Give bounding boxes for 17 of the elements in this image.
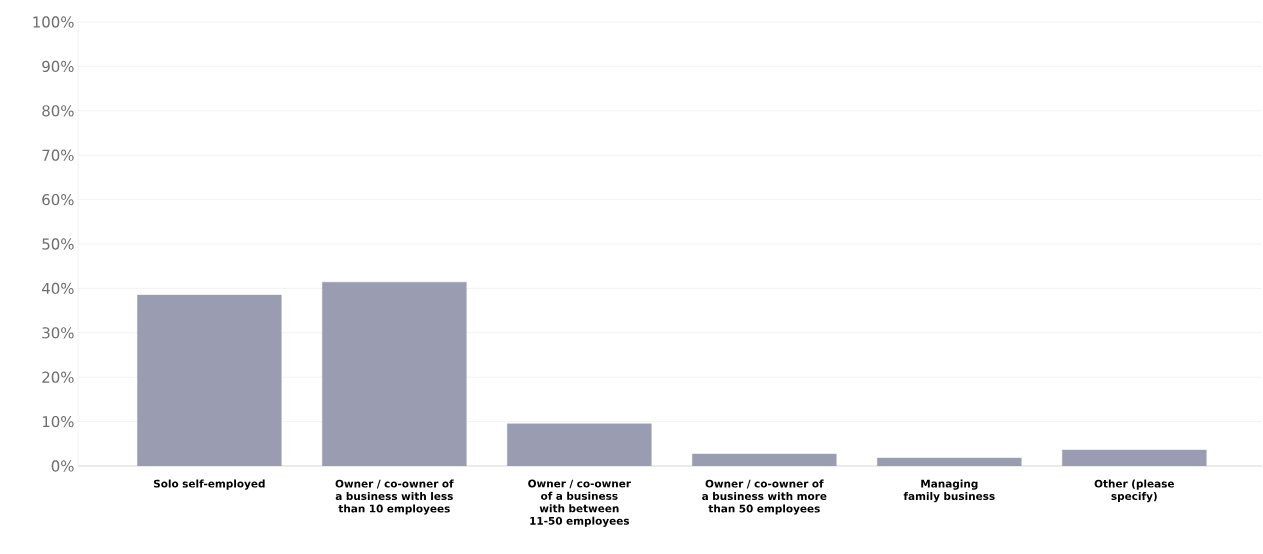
- x-tick-label: Owner / co-owner of a business with between 11-50 employees: [528, 479, 631, 527]
- y-tick-label: 80%: [42, 105, 74, 117]
- x-tick-label: Solo self-employed: [153, 479, 265, 490]
- y-tick-label: 0%: [51, 460, 74, 472]
- x-tick-label: Owner / co-owner of a business with more than 50 employees: [702, 479, 827, 515]
- x-tick-label: Owner / co-owner of a business with less than 10 employees: [335, 479, 454, 515]
- x-tick-label: Managing family business: [903, 479, 995, 503]
- y-tick-label: 90%: [42, 60, 74, 73]
- x-tick-label: Other (please specify): [1094, 479, 1174, 503]
- y-tick-label: 30%: [42, 327, 74, 339]
- y-tick-label: 20%: [42, 371, 74, 383]
- y-tick-label: 100%: [33, 16, 74, 28]
- y-tick-label: 10%: [42, 415, 74, 428]
- y-tick-label: 70%: [42, 149, 74, 161]
- y-tick-label: 50%: [42, 238, 74, 250]
- y-tick-label: 60%: [42, 193, 74, 206]
- y-tick-label: 40%: [42, 282, 74, 295]
